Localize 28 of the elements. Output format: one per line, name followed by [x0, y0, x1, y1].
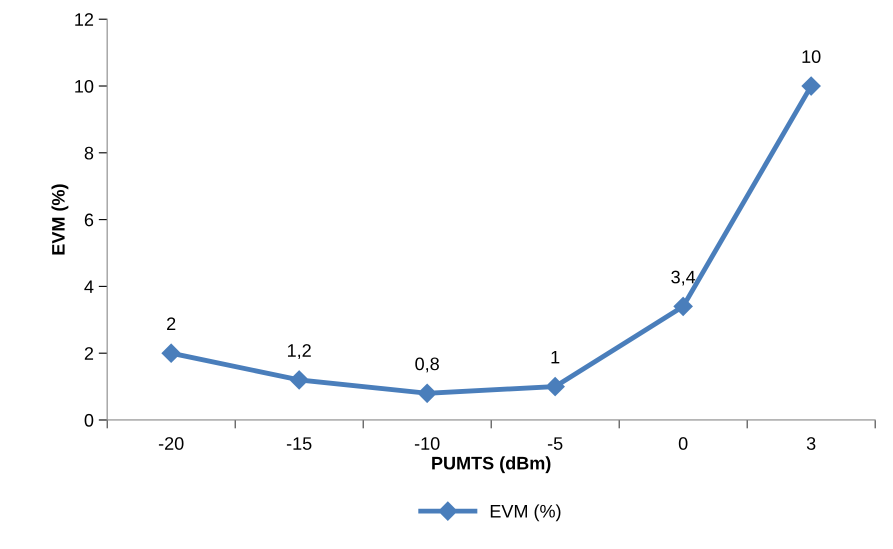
- data-label: 10: [802, 50, 820, 63]
- x-tick-label: 0: [678, 437, 688, 450]
- x-tick-label: -10: [414, 437, 440, 450]
- y-tick-label: 6: [84, 214, 94, 226]
- y-tick-label: 12: [75, 13, 94, 26]
- data-label: 0,8: [415, 357, 439, 372]
- point: [674, 296, 693, 316]
- x-tick-label: -5: [548, 437, 562, 450]
- point: [162, 344, 181, 363]
- y-tick-label: 10: [75, 80, 94, 93]
- point: [802, 76, 821, 96]
- y-tick-label: 0: [84, 414, 94, 427]
- point: [290, 370, 309, 390]
- data-label: 3,4: [671, 270, 696, 286]
- data-label: 1,2: [288, 344, 311, 360]
- y-tick-label: 8: [84, 146, 94, 160]
- y-tick-label: 2: [84, 347, 94, 360]
- x-tick-label: -20: [158, 437, 184, 450]
- x-axis-title: PUMTS (dBm): [432, 456, 550, 474]
- x-tick-label: 3: [806, 437, 816, 450]
- legend-label: EVM (%): [490, 504, 560, 522]
- y-tick-label: 4: [84, 280, 94, 293]
- x-tick-label: -15: [286, 437, 312, 450]
- data-label: 1: [552, 350, 560, 364]
- point: [546, 377, 565, 396]
- y-axis-title: EVM (%): [52, 184, 68, 255]
- data-label: 2: [167, 317, 176, 330]
- point: [418, 384, 437, 403]
